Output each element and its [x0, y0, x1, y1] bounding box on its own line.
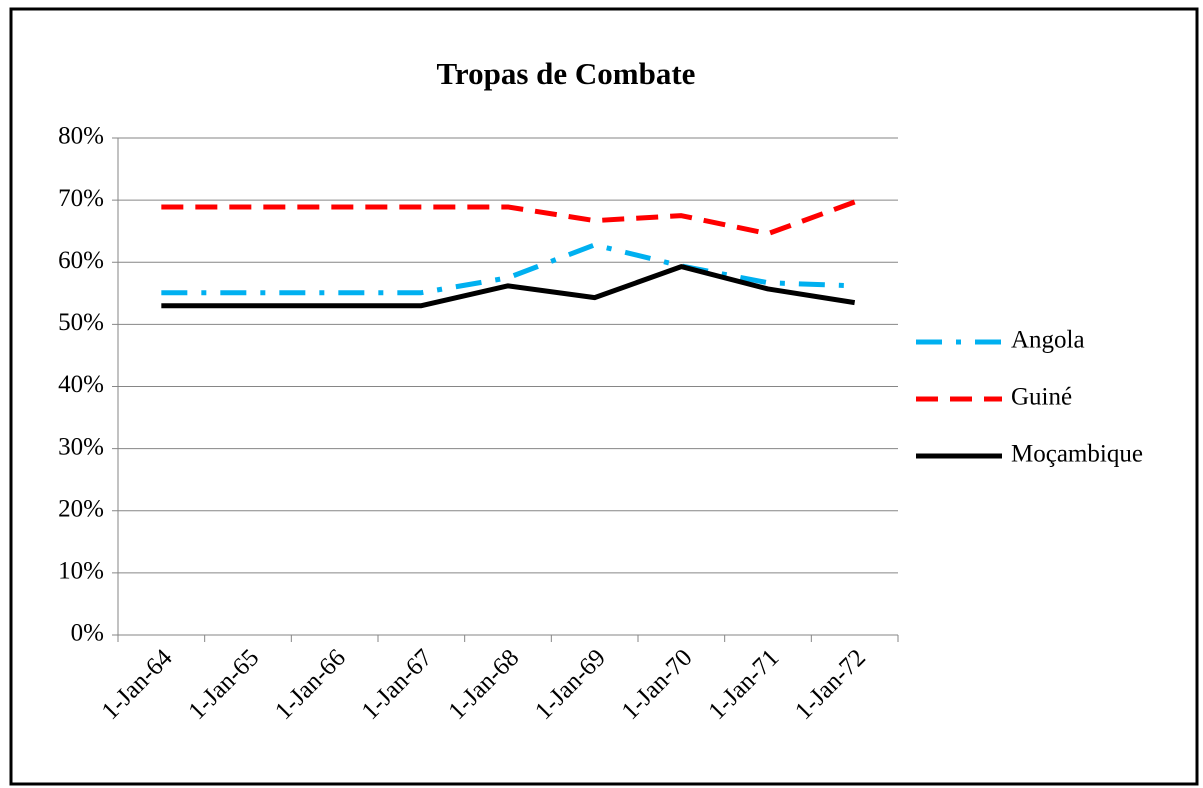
- series-line: [161, 199, 856, 237]
- y-tick-label: 0%: [71, 620, 104, 647]
- y-tick-label: 80%: [58, 123, 104, 150]
- y-tick-label: 60%: [58, 247, 104, 274]
- y-tick-label: 10%: [58, 558, 104, 585]
- legend-label: Guiné: [1011, 384, 1072, 411]
- y-tick-label: 20%: [58, 495, 104, 522]
- legend-label: Angola: [1011, 327, 1085, 354]
- y-tick-label: 50%: [58, 309, 104, 336]
- legend-label: Moçambique: [1011, 441, 1143, 468]
- series-line: [161, 264, 856, 309]
- chart-title: Tropas de Combate: [437, 56, 696, 91]
- y-tick-label: 40%: [58, 371, 104, 398]
- y-tick-label: 30%: [58, 433, 104, 460]
- y-tick-label: 70%: [58, 185, 104, 212]
